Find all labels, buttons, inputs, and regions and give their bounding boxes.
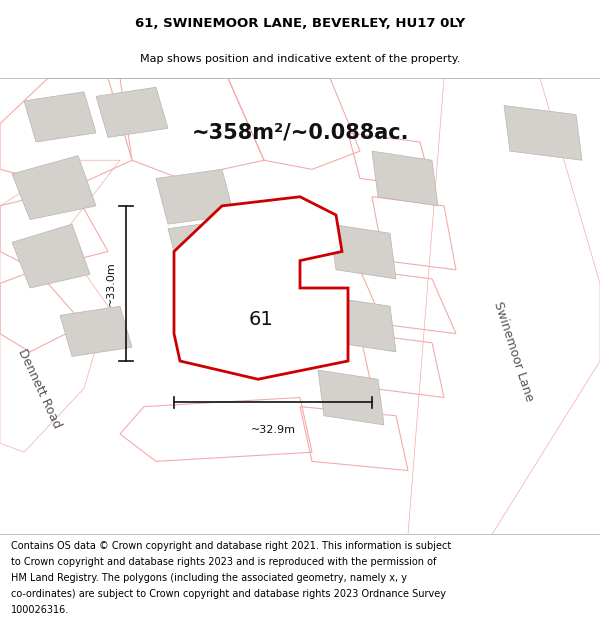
Polygon shape [12, 156, 96, 219]
Polygon shape [60, 306, 132, 356]
Polygon shape [330, 224, 396, 279]
Polygon shape [330, 297, 396, 352]
Text: HM Land Registry. The polygons (including the associated geometry, namely x, y: HM Land Registry. The polygons (includin… [11, 573, 407, 583]
Text: 61, SWINEMOOR LANE, BEVERLEY, HU17 0LY: 61, SWINEMOOR LANE, BEVERLEY, HU17 0LY [135, 17, 465, 30]
Polygon shape [504, 106, 582, 160]
Polygon shape [168, 219, 246, 274]
Polygon shape [372, 151, 438, 206]
Text: 61: 61 [248, 311, 274, 329]
Text: Contains OS data © Crown copyright and database right 2021. This information is : Contains OS data © Crown copyright and d… [11, 541, 451, 551]
Text: Map shows position and indicative extent of the property.: Map shows position and indicative extent… [140, 54, 460, 64]
Polygon shape [0, 160, 120, 452]
Polygon shape [24, 92, 96, 142]
Text: to Crown copyright and database rights 2023 and is reproduced with the permissio: to Crown copyright and database rights 2… [11, 557, 436, 567]
Text: Dennett Road: Dennett Road [15, 346, 63, 430]
Text: co-ordinates) are subject to Crown copyright and database rights 2023 Ordnance S: co-ordinates) are subject to Crown copyr… [11, 589, 446, 599]
Polygon shape [408, 78, 600, 534]
Text: ~33.0m: ~33.0m [106, 261, 116, 306]
Text: ~358m²/~0.088ac.: ~358m²/~0.088ac. [191, 123, 409, 143]
Polygon shape [174, 197, 348, 379]
Text: ~32.9m: ~32.9m [251, 425, 296, 435]
Polygon shape [12, 224, 90, 288]
Polygon shape [318, 370, 384, 425]
Text: Swinemoor Lane: Swinemoor Lane [491, 300, 535, 404]
Polygon shape [96, 88, 168, 138]
Polygon shape [156, 169, 234, 224]
Text: 100026316.: 100026316. [11, 605, 69, 615]
